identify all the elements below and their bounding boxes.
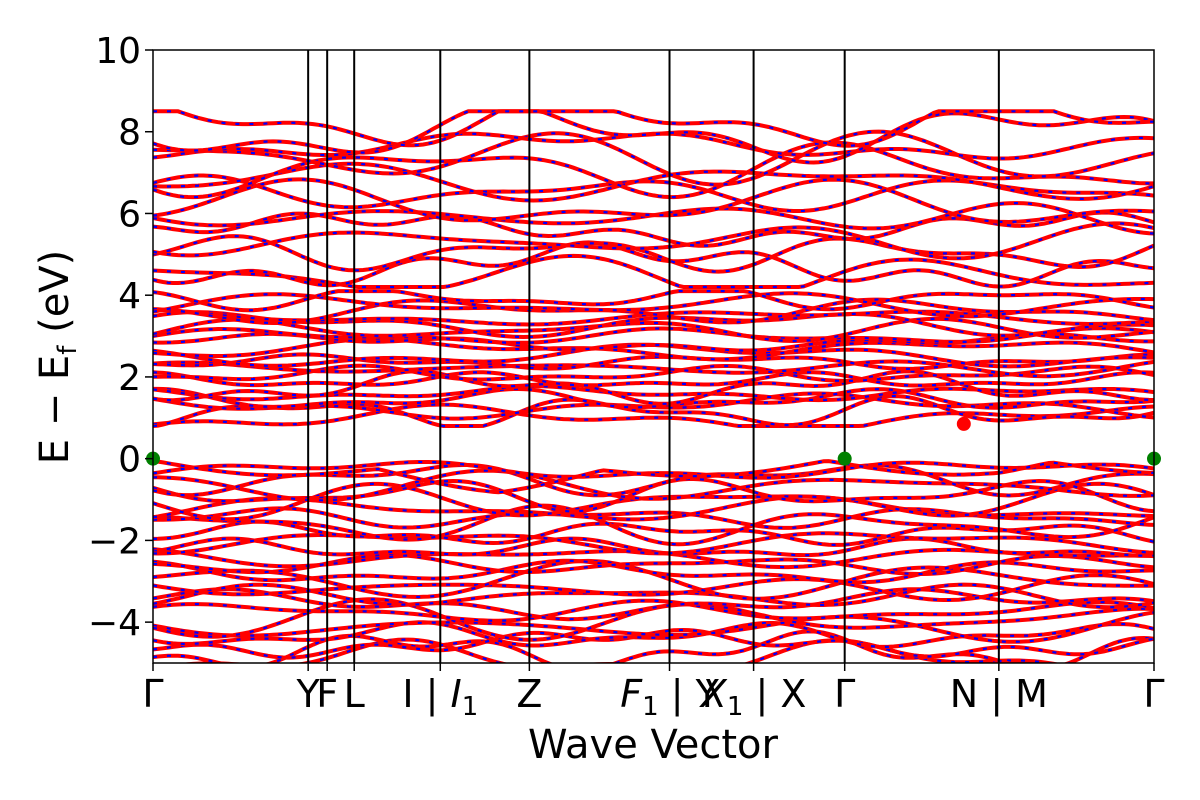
x-tick-label: Γ (1143, 672, 1164, 716)
band-upper-valence-down-14 (153, 317, 1154, 343)
y-tick-label: 8 (118, 113, 141, 154)
x-tick-label: X1 | X (699, 672, 807, 722)
y-tick-label: 2 (118, 358, 141, 399)
band-lower-valence-up-17 (153, 503, 1154, 547)
band-lower-valence-up-4 (153, 610, 1154, 644)
band-upper-valence-up-6 (153, 370, 1154, 388)
band-conduction-up-5 (153, 201, 1154, 236)
band-upper-valence-down-19 (153, 290, 1154, 312)
y-axis-label-unit: (eV) (32, 250, 78, 346)
band-lower-valence-down-11 (153, 559, 1154, 584)
x-tick-label: Y (296, 672, 321, 716)
band-conduction-down-3 (153, 222, 1154, 260)
plot-frame (152, 49, 1155, 664)
band-conduction-down-12 (153, 110, 1154, 164)
band-conduction-up-2 (153, 234, 1154, 274)
band-conduction-down-8 (153, 162, 1154, 202)
band-upper-valence-down-10 (153, 343, 1154, 368)
y-tick-label: 6 (118, 194, 141, 235)
band-upper-valence-up-13 (153, 326, 1154, 345)
band-conduction-down-1 (153, 241, 1154, 288)
band-conduction-up-13 (153, 109, 1154, 148)
x-tick-label: N | M (950, 672, 1048, 717)
band-upper-valence-up-8 (153, 359, 1154, 379)
band-lower-valence-up-0 (181, 637, 1061, 663)
band-upper-valence-up-4 (153, 384, 1154, 403)
band-lower-valence-down-3 (153, 621, 1154, 649)
y-tick-label: −4 (88, 603, 141, 644)
y-tick-label: 10 (95, 31, 141, 72)
cbm-marker (956, 416, 971, 431)
y-tick-label: 0 (118, 440, 141, 481)
band-lower-valence-down-1 (153, 630, 1154, 663)
band-conduction-down-10 (153, 130, 1154, 186)
band-lower-valence-down-15 (153, 532, 1154, 555)
y-axis-label-main: E − E (32, 355, 78, 465)
band-lower-valence-down-7 (153, 588, 1154, 621)
band-upper-valence-up-11 (153, 337, 1154, 362)
band-conduction-down-6 (153, 178, 1154, 224)
band-lower-valence-down-25 (153, 459, 1154, 494)
band-upper-valence-up-5 (153, 369, 1154, 406)
x-tick-label: I | I1 (402, 672, 478, 722)
x-tick-label: Γ (142, 672, 163, 716)
band-upper-valence-up-0 (153, 402, 1154, 428)
band-conduction-down-5 (153, 202, 1154, 235)
y-tick-label: −2 (88, 521, 141, 562)
band-lower-valence-down-5 (153, 598, 1154, 641)
band-upper-valence-down-3 (153, 387, 1154, 409)
band-conduction-up-9 (153, 140, 1154, 200)
band-lower-valence-up-9 (153, 573, 1154, 602)
x-axis-ticks: Γ YF L I | I1 Z F1 | YX1 | X Γ N | M Γ (142, 663, 1165, 722)
band-lower-valence-down-13 (153, 548, 1154, 569)
y-axis-label: E − Ef (eV) (32, 250, 83, 465)
x-axis-label: Wave Vector (528, 722, 779, 768)
x-tick-label: F1 | Y (620, 672, 719, 722)
band-conduction-up-0 (153, 253, 1154, 289)
x-tick-label: Γ (834, 672, 855, 716)
y-axis-ticks: −4 −2 0 2 4 6 8 10 (88, 31, 153, 644)
band-lower-valence-down-21 (153, 477, 1154, 513)
band-lower-valence-down-22 (153, 469, 1154, 502)
band-lower-valence-up-6 (153, 598, 1154, 623)
x-tick-label: L (344, 672, 365, 716)
band-upper-valence-down-15 (153, 310, 1154, 339)
high-symmetry-lines (307, 50, 1000, 663)
vbm-marker (837, 451, 852, 466)
band-upper-valence-down-17 (153, 298, 1154, 325)
y-tick-label: 4 (118, 276, 141, 317)
band-upper-valence-up-9 (153, 352, 1154, 371)
band-conduction-down-11 (153, 132, 1154, 160)
band-conduction-down-13 (153, 110, 1154, 147)
x-tick-label: Z (516, 672, 542, 716)
x-tick-label: F (316, 672, 338, 716)
y-axis-label-sub: f (53, 345, 83, 355)
band-lines (153, 109, 1154, 663)
band-conduction-down-7 (153, 174, 1154, 213)
